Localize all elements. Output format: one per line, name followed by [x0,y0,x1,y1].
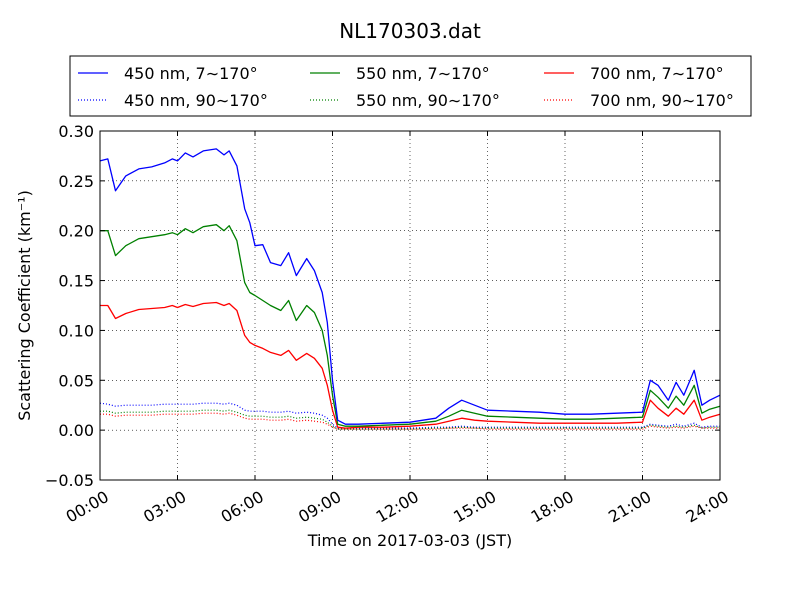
y-tick-label: 0.25 [58,172,94,191]
y-axis-label: Scattering Coefficient (km⁻¹) [15,190,34,421]
x-axis-label: Time on 2017-03-03 (JST) [307,531,512,550]
y-tick-label: 0.15 [58,272,94,291]
legend-label: 700 nm, 90∼170° [590,91,734,110]
series-line [99,402,720,429]
legend-label: 450 nm, 90∼170° [124,91,268,110]
y-tick-label: 0.00 [58,421,94,440]
legend: 450 nm, 7∼170° 550 nm, 7∼170° 700 nm, 7∼17… [69,55,752,117]
y-tick-label: 0.30 [58,122,94,141]
legend-label: 550 nm, 90∼170° [356,91,500,110]
grid-lines [100,131,720,480]
series-line [100,409,720,430]
series-line [100,301,721,429]
legend-box [69,55,752,117]
legend-label: 450 nm, 7∼170° [124,64,258,83]
y-tick-label: −0.05 [45,471,94,490]
y-tick-label: 0.10 [58,321,94,340]
chart-title: NL170303.dat [339,19,481,43]
y-tick-label: 0.20 [58,222,94,241]
legend-label: 550 nm, 7∼170° [356,64,490,83]
series-line [100,224,721,427]
series-line [99,148,721,425]
series-lines [99,148,721,430]
y-tick-label: 0.05 [58,371,94,390]
legend-label: 700 nm, 7∼170° [590,64,724,83]
series-line [100,412,720,430]
